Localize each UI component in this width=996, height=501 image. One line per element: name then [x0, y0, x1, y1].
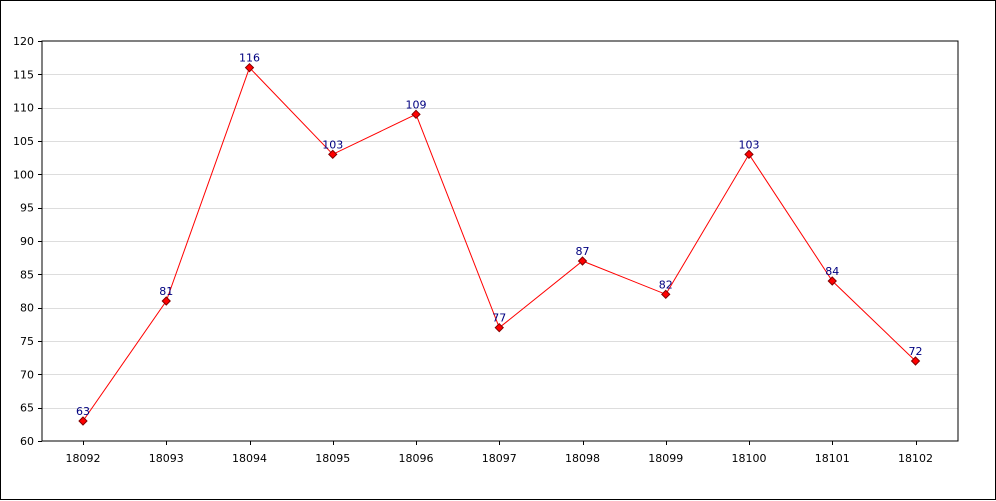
y-tick-label-1: 65 [20, 402, 34, 415]
data-label-5: 77 [492, 312, 506, 325]
series-line-0 [82, 66, 916, 422]
data-label-9: 84 [825, 265, 839, 278]
data-label-8: 103 [739, 138, 760, 151]
data-label-3: 103 [322, 138, 343, 151]
x-tick-label-6: 18098 [565, 452, 600, 465]
x-tick-label-4: 18096 [399, 452, 434, 465]
data-label-6: 87 [576, 245, 590, 258]
data-point-6 [577, 256, 588, 266]
data-label-7: 82 [659, 278, 673, 291]
data-point-5 [494, 322, 504, 333]
y-tick-label-8: 100 [13, 168, 34, 181]
data-point-2 [244, 62, 255, 73]
data-point-4 [411, 109, 421, 120]
y-tick-label-9: 105 [13, 135, 34, 148]
series-layer: 63 81 116 103 109 77 87 82 103 84 72 [76, 52, 923, 426]
x-tick-label-3: 18095 [315, 452, 350, 465]
y-tick-label-0: 60 [20, 435, 34, 448]
data-label-4: 109 [406, 98, 427, 111]
data-label-1: 81 [159, 285, 173, 298]
y-tick-label-11: 115 [13, 68, 34, 81]
x-tick-label-2: 18094 [232, 452, 267, 465]
x-tick-label-5: 18097 [482, 452, 517, 465]
y-tick-label-12: 120 [13, 35, 34, 48]
data-point-0 [78, 416, 88, 426]
data-point-8 [744, 149, 754, 160]
data-label-2: 116 [239, 52, 260, 65]
y-tick-label-3: 75 [20, 335, 34, 348]
data-point-9 [827, 276, 837, 286]
y-tick-label-10: 110 [13, 102, 34, 115]
y-axis: 60 65 70 75 80 85 90 95 100 105 110 115 120 [13, 35, 42, 448]
x-tick-label-9: 18101 [815, 452, 850, 465]
x-tick-label-7: 18099 [648, 452, 683, 465]
y-tick-label-7: 95 [20, 202, 34, 215]
x-tick-label-8: 18100 [732, 452, 767, 465]
x-tick-label-1: 18093 [149, 452, 184, 465]
data-point-10 [910, 356, 921, 366]
x-axis: 18092 18093 18094 18095 18096 18097 18098 18099… [66, 441, 933, 465]
y-tick-label-5: 85 [20, 268, 34, 281]
data-point-3 [328, 149, 338, 160]
y-tick-label-4: 80 [20, 302, 34, 315]
data-point-1 [161, 296, 171, 306]
grid-lines [42, 74, 958, 409]
data-label-0: 63 [76, 405, 90, 418]
y-tick-label-6: 90 [20, 235, 34, 248]
y-tick-label-2: 70 [20, 368, 34, 381]
x-tick-label-0: 18092 [66, 452, 101, 465]
x-tick-label-10: 18102 [898, 452, 933, 465]
data-label-10: 72 [909, 345, 923, 358]
data-point-7 [661, 289, 671, 300]
